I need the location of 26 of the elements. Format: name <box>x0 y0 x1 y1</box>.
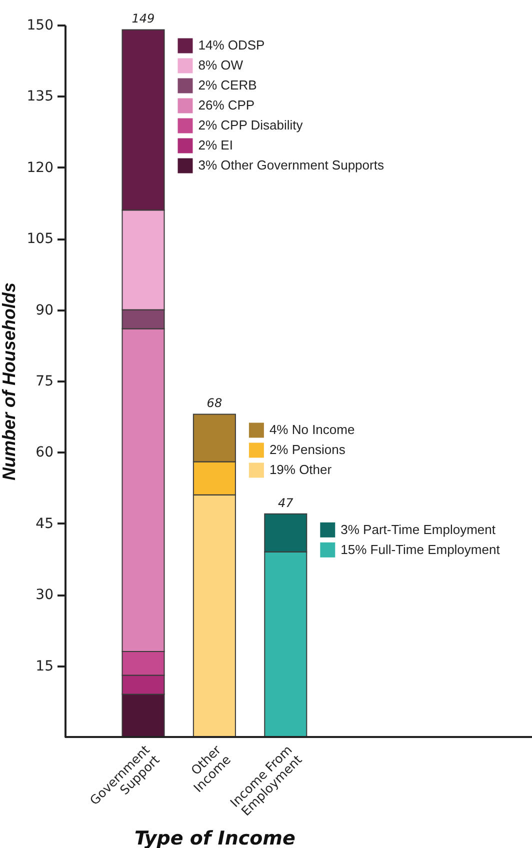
legend-label: 3% Other Government Supports <box>198 158 384 173</box>
y-tick-label: 120 <box>26 160 54 176</box>
y-tick-label: 135 <box>26 88 54 105</box>
y-tick-label: 60 <box>36 444 54 461</box>
y-tick-label: 75 <box>36 374 54 390</box>
legend-label: 26% CPP <box>198 98 255 113</box>
legend-label: 2% CPP Disability <box>198 118 304 133</box>
legend-label: 2% Pensions <box>269 442 346 458</box>
legend-label: 15% Full-Time Employment <box>340 542 500 557</box>
y-tick-label: 105 <box>26 231 54 248</box>
y-tick-label: 15 <box>36 658 54 674</box>
legend-label: 4% No Income <box>269 422 355 438</box>
legend-label: 19% Other <box>269 462 332 478</box>
legend-label: 2% EI <box>198 138 233 153</box>
legend-label: 3% Part-Time Employment <box>340 522 496 537</box>
legend-label: 14% ODSP <box>198 38 265 53</box>
y-tick-label: 30 <box>36 587 54 604</box>
legend-label: 8% OW <box>198 58 244 73</box>
total-label: 68 <box>206 396 222 410</box>
legend-label: 2% CERB <box>198 78 257 93</box>
y-tick-label: 45 <box>36 516 54 532</box>
total-label: 47 <box>278 496 294 510</box>
y-tick-label: 150 <box>26 18 54 34</box>
y-axis-title: Number of Households <box>0 282 19 481</box>
y-tick-label: 90 <box>36 302 54 318</box>
total-label: 149 <box>132 12 155 26</box>
